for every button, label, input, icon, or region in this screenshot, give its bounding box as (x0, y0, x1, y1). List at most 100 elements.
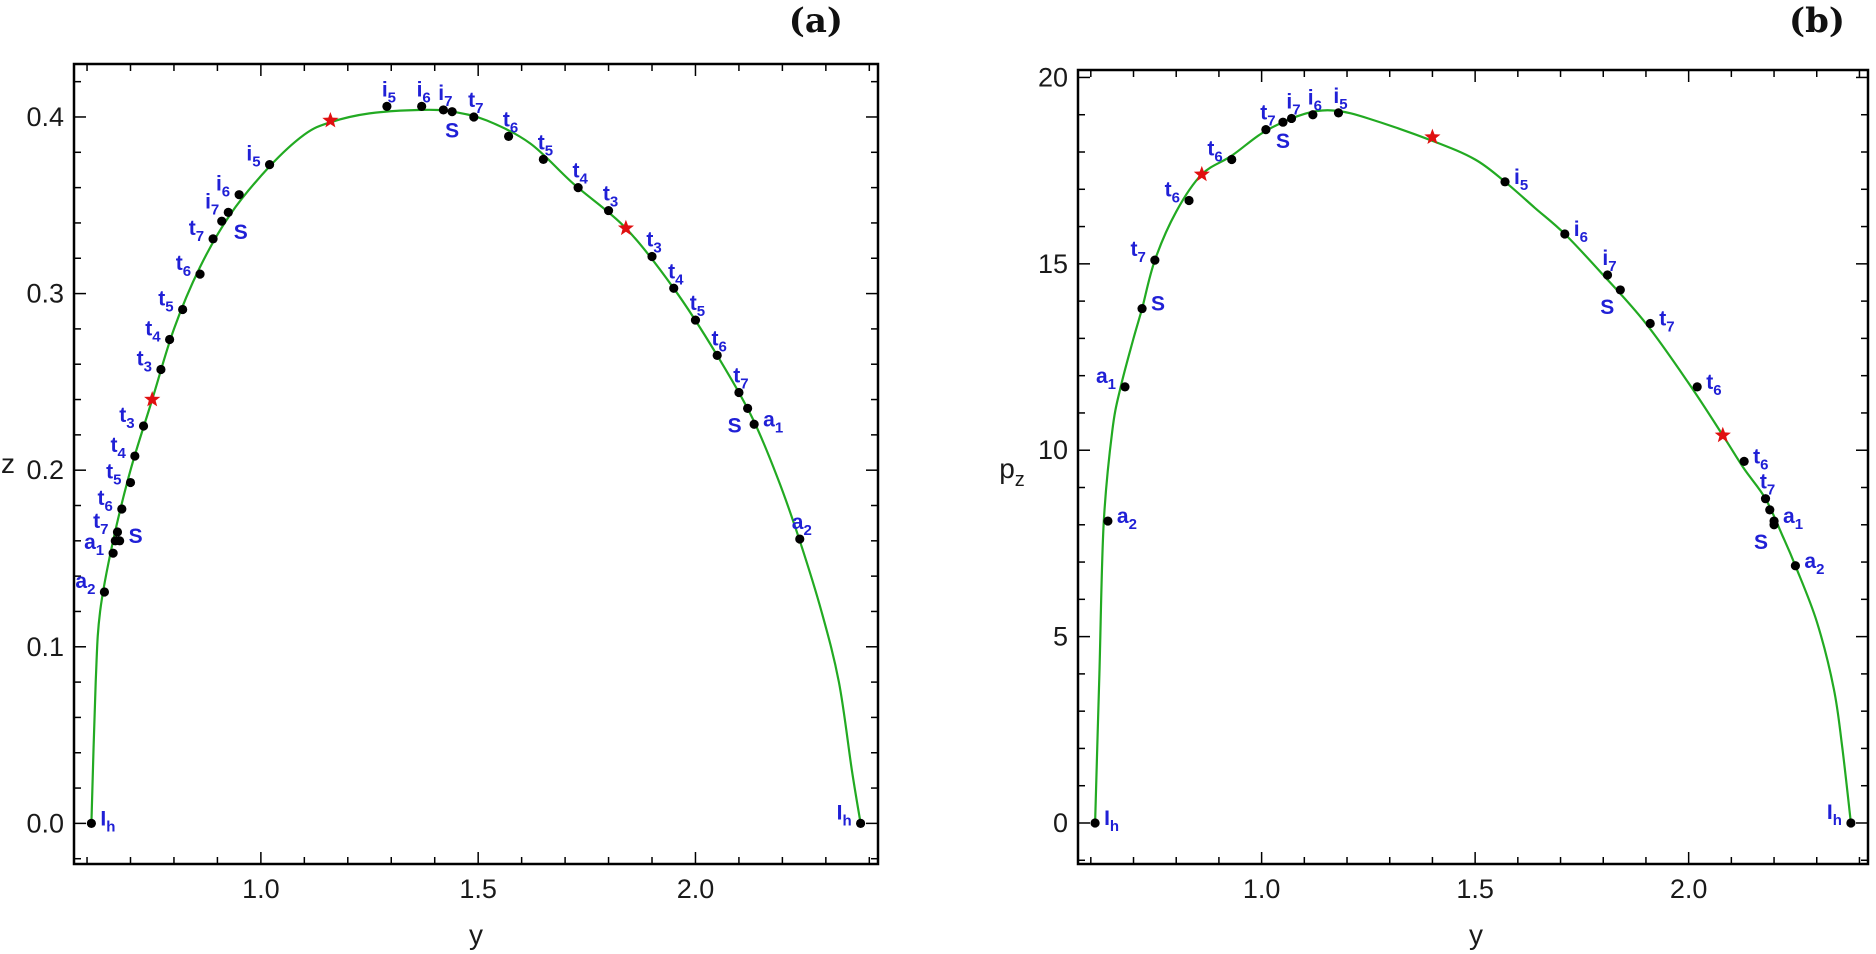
data-point (156, 364, 166, 375)
point-label: t7 (733, 364, 748, 392)
data-point (447, 107, 457, 117)
data-point (1150, 255, 1160, 265)
data-point (1769, 520, 1779, 530)
point-label: t6 (176, 252, 191, 280)
point-label: t6 (712, 327, 727, 355)
point-label: S (728, 414, 742, 437)
plot-frame (72, 62, 880, 866)
data-point (125, 477, 136, 488)
data-point (138, 421, 149, 431)
point-label: i7 (205, 190, 219, 218)
data-point (690, 315, 701, 325)
point-label: t6 (97, 487, 112, 515)
y-tick-label: 5 (1053, 622, 1068, 652)
y-axis-label-a: z (1, 448, 15, 479)
point-label: t3 (137, 348, 152, 376)
panel-a: (a) y z 1.0 1.5 2.00.00.10.20.30.4Iha2a1t7… (1, 1, 880, 950)
plot-frame (1076, 68, 1870, 866)
point-label: i5 (1333, 85, 1347, 113)
panel-tag-a: (a) (789, 1, 843, 41)
star-marker (1714, 426, 1731, 443)
data-point (117, 504, 127, 514)
data-point (165, 334, 175, 345)
data-point (1560, 229, 1570, 239)
data-point (749, 419, 759, 429)
point-label: t6 (1753, 445, 1768, 473)
data-point (223, 207, 233, 217)
data-point (195, 269, 205, 279)
data-point (647, 251, 657, 262)
point-label: t3 (646, 228, 661, 256)
data-point (603, 205, 614, 216)
data-point (1090, 818, 1100, 828)
point-label: t6 (1207, 137, 1222, 165)
y-tick-label: 0.4 (26, 102, 64, 132)
star-marker (144, 391, 161, 407)
point-label: t7 (189, 217, 204, 245)
y-tick-label: 0 (1053, 808, 1068, 838)
data-point (115, 536, 125, 546)
data-point (382, 101, 392, 111)
point-label: S (445, 120, 459, 143)
point-label: t4 (668, 260, 684, 288)
data-point (669, 283, 679, 293)
data-point (1308, 110, 1318, 120)
data-point (208, 234, 218, 244)
point-label: t5 (538, 131, 553, 159)
point-label: t3 (603, 183, 618, 211)
data-point (178, 304, 188, 315)
data-point (1120, 382, 1130, 392)
x-axis-label-a: y (469, 919, 483, 950)
point-label: a2 (1117, 505, 1137, 533)
data-point (1184, 195, 1194, 206)
point-label: t3 (119, 404, 134, 432)
data-point (112, 527, 123, 537)
data-point (217, 216, 227, 226)
data-point (1278, 117, 1288, 127)
point-label: t7 (1260, 102, 1275, 130)
data-point (1760, 494, 1771, 504)
point-label: t6 (1706, 371, 1721, 399)
series-line (90, 108, 862, 824)
data-point (573, 183, 583, 193)
data-point (1645, 318, 1655, 329)
data-point (1692, 382, 1702, 392)
data-point (734, 387, 744, 398)
data-point (469, 112, 479, 122)
data-point (1137, 303, 1147, 314)
point-label: a2 (75, 570, 95, 598)
panel-b: (b) y pz 1.0 1.5 2.005101520Iha2a1St7t6t6t… (999, 1, 1870, 950)
data-point (234, 190, 244, 200)
point-label: i7 (438, 82, 452, 110)
data-point (1602, 270, 1613, 280)
y-tick-label: 0.3 (26, 279, 64, 309)
point-label: t6 (1165, 178, 1180, 206)
point-label: i5 (382, 78, 396, 106)
star-marker (617, 219, 634, 236)
y-tick-label: 20 (1038, 62, 1068, 92)
data-point (99, 587, 110, 597)
y-tick-label: 15 (1038, 249, 1068, 279)
data-point (1739, 456, 1749, 467)
point-label: t6 (503, 108, 518, 136)
point-label: a2 (1804, 550, 1824, 578)
point-label: a1 (763, 408, 783, 436)
data-point (1846, 818, 1856, 828)
data-point (856, 818, 866, 828)
point-label: a1 (1096, 365, 1116, 393)
y-tick-label: 0.1 (26, 632, 64, 662)
point-label: S (1754, 531, 1768, 554)
point-label: i7 (1286, 90, 1300, 118)
data-point (108, 548, 118, 558)
star-marker (1424, 128, 1441, 144)
x-tick-label: 1.5 (459, 874, 497, 904)
x-tick-label: 2.0 (1670, 874, 1708, 904)
y-tick-label: 0.0 (26, 808, 64, 838)
point-label: t5 (106, 461, 121, 489)
data-point (538, 154, 548, 164)
data-point (438, 105, 449, 115)
data-point (1790, 561, 1801, 571)
data-point (264, 160, 275, 170)
point-label: Ih (837, 801, 852, 829)
